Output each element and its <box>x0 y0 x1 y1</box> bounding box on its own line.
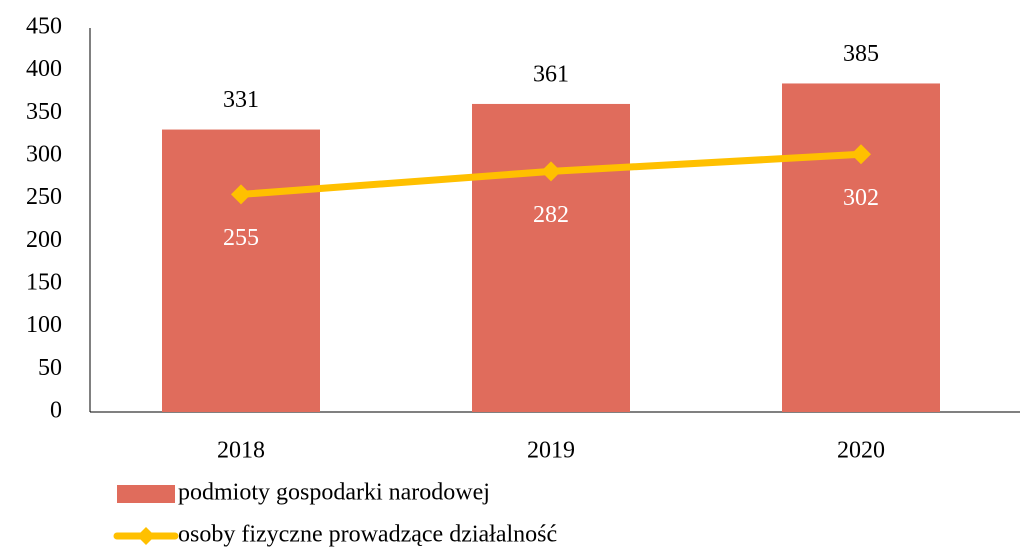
legend-label: podmioty gospodarki narodowej <box>178 480 490 506</box>
y-tick-label: 400 <box>26 56 62 82</box>
bar <box>162 129 320 412</box>
x-tick-label: 2020 <box>837 438 885 464</box>
legend-label: osoby fizyczne prowadzące działalność <box>178 522 557 548</box>
y-tick-label: 100 <box>26 312 62 338</box>
legend-marker <box>137 527 155 545</box>
y-tick-label: 350 <box>26 99 62 125</box>
x-tick-label: 2019 <box>527 438 575 464</box>
y-tick-label: 250 <box>26 184 62 210</box>
marker <box>541 161 561 182</box>
data-label: 282 <box>533 202 569 228</box>
y-tick-label: 300 <box>26 142 62 168</box>
y-tick-label: 450 <box>26 14 62 40</box>
legend-swatch <box>117 485 175 503</box>
data-label: 331 <box>223 87 259 113</box>
data-label: 385 <box>843 41 879 67</box>
x-tick-label: 2018 <box>217 438 265 464</box>
data-label: 302 <box>843 185 879 211</box>
data-label: 255 <box>223 225 259 251</box>
y-tick-label: 0 <box>50 398 62 424</box>
marker <box>851 144 871 165</box>
data-label: 361 <box>533 61 569 87</box>
y-tick-label: 200 <box>26 227 62 253</box>
y-tick-label: 50 <box>38 355 62 381</box>
marker <box>231 184 251 205</box>
bar <box>782 83 940 412</box>
bar <box>472 103 630 413</box>
y-tick-label: 150 <box>26 270 62 296</box>
